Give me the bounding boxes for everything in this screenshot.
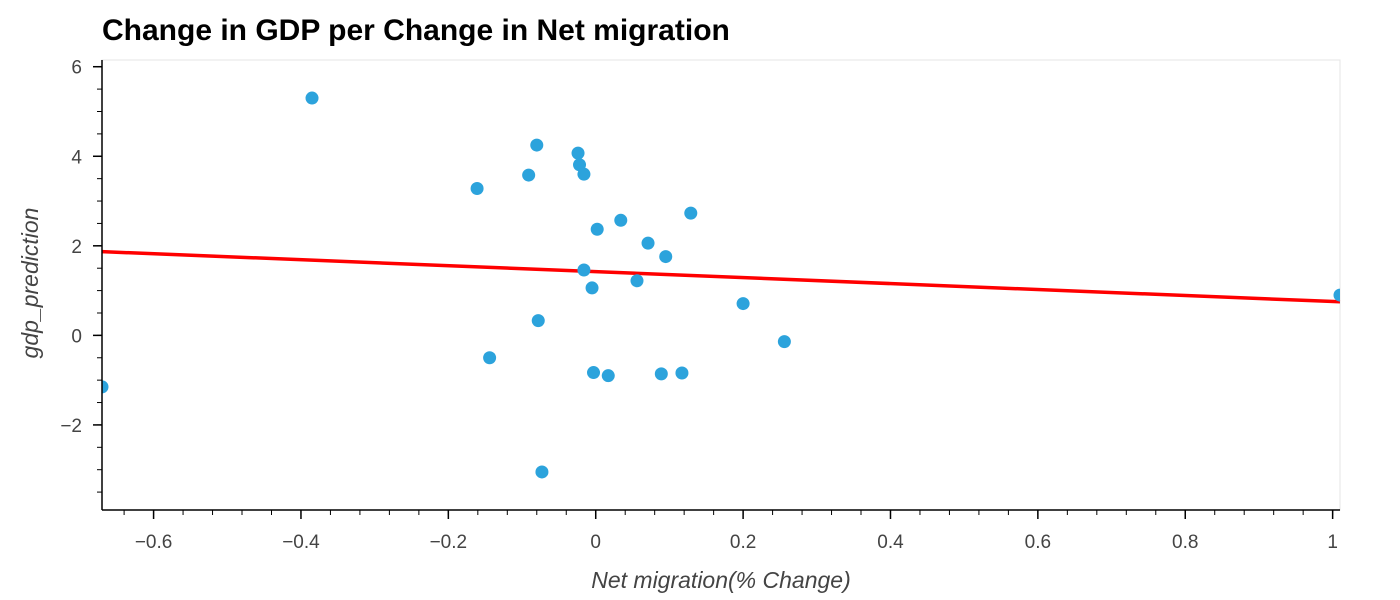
trend-line (101, 249, 1341, 304)
data-point (530, 138, 544, 152)
x-tick-label: 1 (1327, 532, 1338, 553)
y-axis: −2 0 2 4 6 (60, 58, 103, 510)
y-tick-label: 6 (71, 58, 82, 79)
data-point (614, 213, 628, 227)
data-point (531, 314, 545, 328)
x-axis: −0.6 −0.4 −0.2 0 0.2 0.4 0.6 0.8 1 (102, 509, 1340, 553)
data-point (522, 168, 536, 182)
x-tick-label: 0.4 (877, 532, 904, 553)
data-point (102, 380, 109, 394)
data-point (577, 167, 591, 181)
x-tick-label: −0.2 (430, 532, 468, 553)
plot-frame (101, 59, 1341, 511)
data-point (654, 367, 668, 381)
data-point (590, 222, 604, 236)
x-axis-label: Net migration(% Change) (591, 567, 851, 593)
trend-layer (101, 249, 1341, 304)
data-point (585, 281, 599, 295)
data-point (577, 263, 591, 277)
y-tick-label: 4 (71, 147, 82, 168)
x-tick-label: 0.2 (730, 532, 756, 553)
x-tick-label: 0 (590, 532, 601, 553)
data-point (675, 366, 689, 380)
chart-title: Change in GDP per Change in Net migratio… (102, 14, 730, 47)
x-tick-label: 0.6 (1025, 532, 1051, 553)
data-point (777, 335, 791, 349)
data-point (630, 274, 644, 288)
y-tick-label: −2 (60, 416, 82, 437)
data-point (470, 182, 484, 196)
data-point (483, 351, 497, 365)
data-point (305, 91, 319, 105)
points-layer (102, 91, 1340, 479)
x-tick-label: 0.8 (1172, 532, 1198, 553)
y-tick-label: 0 (71, 326, 82, 347)
y-tick-label: 2 (71, 237, 82, 258)
data-point (736, 297, 750, 311)
data-point (587, 366, 601, 380)
y-axis-label: gdp_prediction (17, 208, 43, 359)
data-point (641, 236, 655, 250)
data-point (659, 250, 673, 264)
data-point (535, 465, 549, 479)
data-point (684, 206, 698, 220)
x-tick-label: −0.6 (135, 532, 173, 553)
x-tick-label: −0.4 (282, 532, 320, 553)
data-point (571, 146, 585, 160)
data-point (601, 369, 615, 383)
data-point (1333, 288, 1340, 302)
